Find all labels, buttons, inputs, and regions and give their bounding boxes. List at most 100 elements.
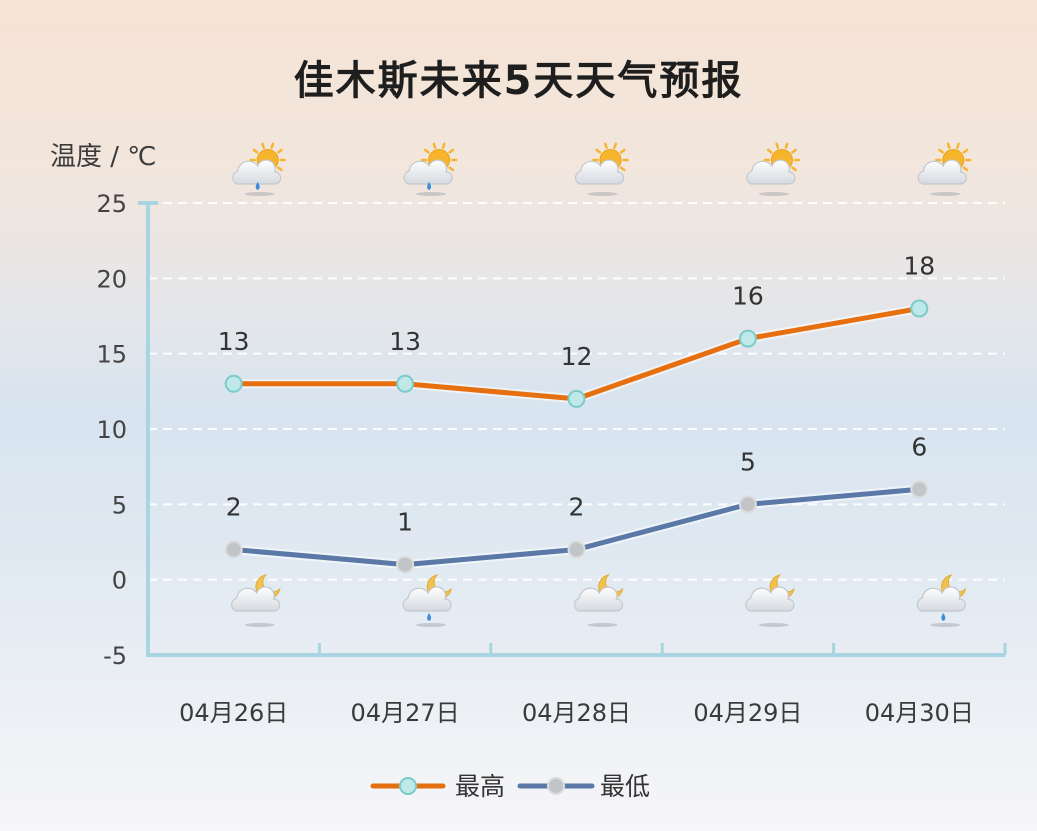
sun-ray [448,166,455,172]
sun-ray [962,148,969,154]
series-low-data-label: 5 [740,447,756,476]
sun-cloud-icon [917,142,972,196]
sun-ray [775,142,780,149]
sun-ray [448,148,455,154]
icon-shadow [244,623,275,627]
series-low-point [910,480,929,499]
sun-ray [276,166,283,172]
series-low-point [396,555,415,574]
y-tick-label: 5 [112,491,127,519]
legend-label: 最低 [600,772,650,801]
series-low-point [738,495,757,514]
sun-ray [766,148,773,154]
series-high-data-label: 16 [732,282,764,311]
sun-ray [270,142,275,149]
legend-label: 最高 [455,772,505,801]
y-tick-label: 20 [96,265,127,293]
icon-shadow [758,192,789,196]
cloud-shape [574,159,625,185]
legend-swatch-marker [547,777,565,795]
series-high-point [567,389,586,408]
rain-drop [255,182,260,190]
series-high-data-label: 13 [389,327,421,356]
y-tick-label: 15 [96,341,127,369]
cloud-shape [745,586,795,612]
series-high-point [224,374,243,393]
y-tick-label: 25 [96,190,127,218]
series-low-data-label: 2 [226,493,242,522]
sun-ray [432,142,437,149]
sun-ray [619,148,626,154]
cloud-shape [916,586,966,612]
series-low-point [224,540,243,559]
x-tick-label: 04月26日 [179,699,288,727]
sun-ray [441,142,446,149]
legend-item-high: 最高 [370,772,505,801]
moon-cloud-icon [745,574,795,627]
sun-ray [276,148,283,154]
series-low-data-label: 1 [397,508,413,537]
moon-cloud-icon [573,574,624,627]
sun-ray [938,148,945,154]
sun-ray [956,142,960,149]
series-layer [224,299,929,574]
sun-cloud-rain-icon [232,142,286,196]
sun-ray [603,142,608,149]
weather-icon-layer [231,142,972,627]
moon-cloud-icon [231,574,281,627]
icon-shadow [587,192,618,196]
series-low-data-label: 6 [911,432,927,461]
x-tick-label: 04月30日 [865,699,974,727]
legend-item-low: 最低 [517,772,650,801]
x-tick-label: 04月27日 [351,699,460,727]
series-high-point [738,329,757,348]
sun-ray [962,166,969,172]
rain-drop [427,613,432,621]
x-tick-label: 04月29日 [693,699,802,727]
rain-drop [427,182,432,190]
sun-cloud-rain-icon [403,142,458,196]
cloud-shape [231,586,281,612]
sun-cloud-icon [574,142,629,196]
series-high-data-label: 13 [218,327,250,356]
sun-ray [613,142,618,149]
y-tick-label: 0 [112,567,127,595]
icon-shadow [416,192,447,196]
series-high-point [396,374,415,393]
sun-ray [784,142,789,149]
icon-shadow [416,623,447,627]
sun-cloud-icon [746,142,801,196]
series-low-data-label: 2 [569,493,585,522]
cloud-shape [403,159,453,185]
x-tick-label: 04月28日 [522,699,631,727]
sun-ray [252,148,259,154]
y-tick-label: -5 [103,642,127,670]
y-tick-label: 10 [96,416,127,444]
sun-ray [595,148,602,154]
cloud-shape [746,159,796,185]
icon-shadow [244,192,275,196]
icon-shadow [587,623,618,627]
series-high-point [910,299,929,318]
series-high-data-label: 12 [561,342,593,371]
moon-cloud-rain-icon [916,574,967,627]
sun-ray [946,142,951,149]
legend-swatch-marker [399,777,417,795]
moon-cloud-rain-icon [402,574,452,627]
sun-ray [791,148,797,154]
rain-drop [941,613,946,621]
cloud-shape [232,159,282,185]
icon-shadow [930,623,961,627]
cloud-shape [573,586,624,612]
sun-ray [619,166,626,172]
legend: 最高 最低 [370,772,650,801]
cloud-shape [402,586,452,612]
grid-layer [148,202,1005,581]
icon-shadow [758,623,789,627]
sun-ray [791,166,797,172]
series-low-point [567,540,586,559]
chart-title: 佳木斯未来5天天气预报 [293,58,744,104]
